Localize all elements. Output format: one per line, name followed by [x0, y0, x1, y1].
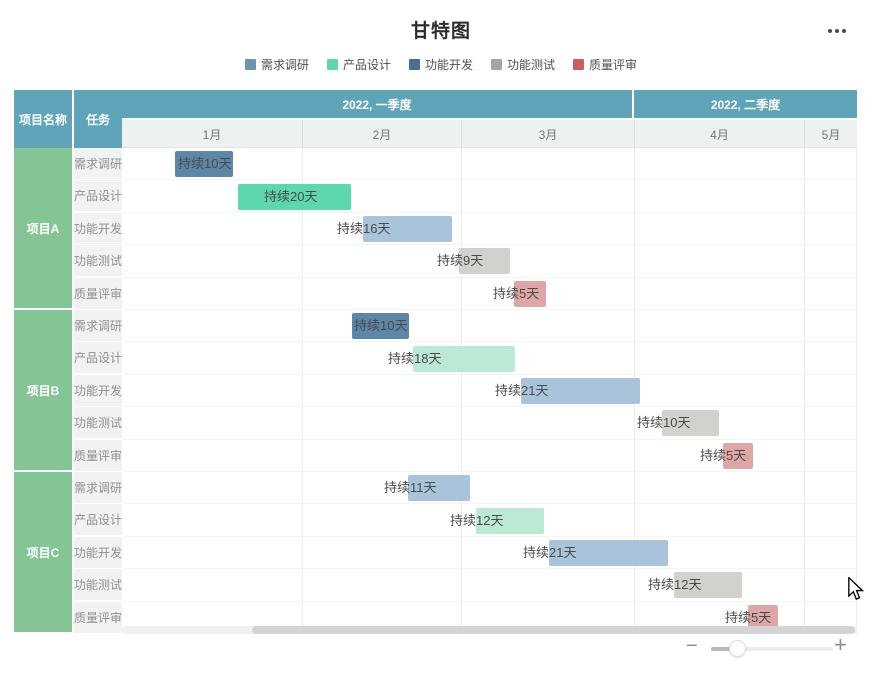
gantt-bar-项目A-产品设计[interactable] — [238, 184, 351, 210]
gantt-bar-项目C-产品设计[interactable] — [476, 508, 544, 534]
legend-swatch-icon — [408, 58, 420, 70]
gantt-bar-项目B-产品设计[interactable] — [413, 346, 515, 372]
legend-label: 功能测试 — [507, 57, 556, 72]
grid-line-horizontal — [122, 471, 857, 472]
project-cell-项目B: 项目B — [14, 310, 72, 472]
gantt-bar-项目A-需求调研[interactable] — [175, 151, 233, 177]
grid-line-horizontal — [122, 601, 857, 602]
gantt-bar-项目C-功能测试[interactable] — [674, 572, 742, 598]
task-column-header: 任务 — [74, 90, 122, 148]
gantt-bar-项目A-功能开发[interactable] — [363, 216, 452, 242]
task-label-cell: 功能开发 — [74, 537, 122, 569]
legend-swatch-icon — [491, 58, 502, 70]
legend-swatch-icon — [244, 58, 256, 70]
legend-item-1[interactable]: 需求调研 — [244, 56, 309, 73]
grid-line-horizontal — [122, 212, 857, 213]
more-options-icon[interactable] — [823, 24, 851, 38]
grid-line-horizontal — [122, 179, 857, 180]
legend-item-2[interactable]: 产品设计 — [326, 56, 391, 73]
grid-line-horizontal — [122, 244, 857, 245]
grid-line-horizontal — [122, 309, 857, 310]
zoom-out-icon[interactable]: − — [686, 635, 698, 657]
grid-line-horizontal — [122, 439, 857, 440]
gantt-bar-项目C-功能开发[interactable] — [549, 540, 668, 566]
grid-line-vertical — [302, 148, 303, 634]
grid-line-horizontal — [122, 341, 857, 342]
month-header-row: 1月 2月 3月 4月 5月 — [122, 120, 857, 148]
grid-line-horizontal — [122, 277, 857, 278]
task-label-cell: 需求调研 — [74, 148, 122, 180]
legend-swatch-icon — [573, 58, 585, 70]
horizontal-scrollbar-thumb[interactable] — [252, 626, 855, 634]
month-header-3: 3月 — [461, 120, 634, 148]
quarter-header-2: 2022, 二季度 — [634, 90, 857, 118]
legend-label: 质量评审 — [589, 57, 638, 72]
gantt-bar-项目B-功能测试[interactable] — [662, 410, 719, 436]
horizontal-scrollbar-track[interactable] — [122, 626, 857, 634]
gantt-bar-项目C-需求调研[interactable] — [408, 475, 470, 501]
zoom-control: − + — [680, 634, 860, 664]
legend-swatch-icon — [326, 58, 338, 70]
legend-label: 产品设计 — [342, 57, 391, 72]
chart-plot-area: 持续10天 持续20天 持续16天 持续9天 持续5天 持续10天 持续18天 持续21天 持续… — [122, 148, 857, 634]
task-label-cell: 产品设计 — [74, 180, 122, 212]
zoom-slider-track[interactable] — [711, 647, 833, 651]
project-cell-项目C: 项目C — [14, 472, 72, 634]
gantt-bar-项目B-质量评审[interactable] — [723, 443, 753, 469]
gantt-table: 项目名称 任务 2022, 一季度 2022, 二季度 1月 2月 3月 4月 5月 项目… — [14, 90, 857, 634]
grid-line-vertical — [461, 148, 462, 634]
legend-label: 需求调研 — [260, 57, 309, 72]
project-cell-项目A: 项目A — [14, 148, 72, 310]
month-header-5: 5月 — [804, 120, 857, 148]
task-label-cell: 功能开发 — [74, 213, 122, 245]
task-label-cell: 质量评审 — [74, 440, 122, 472]
mouse-cursor-icon — [848, 577, 864, 601]
legend-label: 功能开发 — [424, 57, 473, 72]
zoom-in-icon[interactable]: + — [834, 632, 847, 657]
month-header-2: 2月 — [302, 120, 461, 148]
grid-line-horizontal — [122, 568, 857, 569]
legend-item-4[interactable]: 功能测试 — [491, 56, 555, 73]
task-label-cell: 质量评审 — [74, 602, 122, 634]
task-label-cell: 产品设计 — [74, 504, 122, 536]
grid-line-vertical — [804, 148, 805, 634]
grid-line-horizontal — [122, 503, 857, 504]
task-label-cell: 功能测试 — [74, 245, 122, 277]
legend-item-3[interactable]: 功能开发 — [408, 56, 473, 73]
gantt-bar-项目B-需求调研[interactable] — [352, 313, 409, 339]
task-label-cell: 需求调研 — [74, 310, 122, 342]
gantt-bar-项目A-质量评审[interactable] — [514, 281, 546, 307]
month-header-1: 1月 — [202, 127, 222, 142]
grid-line-horizontal — [122, 406, 857, 407]
task-label-cell: 需求调研 — [74, 472, 122, 504]
task-label-cell: 功能测试 — [74, 569, 122, 601]
gantt-bar-项目A-功能测试[interactable] — [459, 248, 510, 274]
task-label-cell: 功能测试 — [74, 407, 122, 439]
legend-item-5[interactable]: 质量评审 — [573, 56, 637, 73]
task-label-cell: 功能开发 — [74, 375, 122, 407]
legend: 需求调研 产品设计 功能开发 功能测试 质量评审 — [0, 56, 882, 72]
task-label-cell: 质量评审 — [74, 278, 122, 310]
zoom-slider-handle[interactable] — [729, 640, 746, 657]
page-title: 甘特图 — [410, 21, 471, 42]
zoom-slider-fill — [711, 647, 741, 651]
project-name-column-header: 项目名称 — [14, 90, 72, 148]
grid-line-horizontal — [122, 374, 857, 375]
month-header-4: 4月 — [634, 120, 804, 148]
task-label-cell: 产品设计 — [74, 342, 122, 374]
quarter-header-1: 2022, 一季度 — [122, 90, 632, 118]
gantt-bar-项目B-功能开发[interactable] — [521, 378, 640, 404]
grid-line-horizontal — [122, 536, 857, 537]
